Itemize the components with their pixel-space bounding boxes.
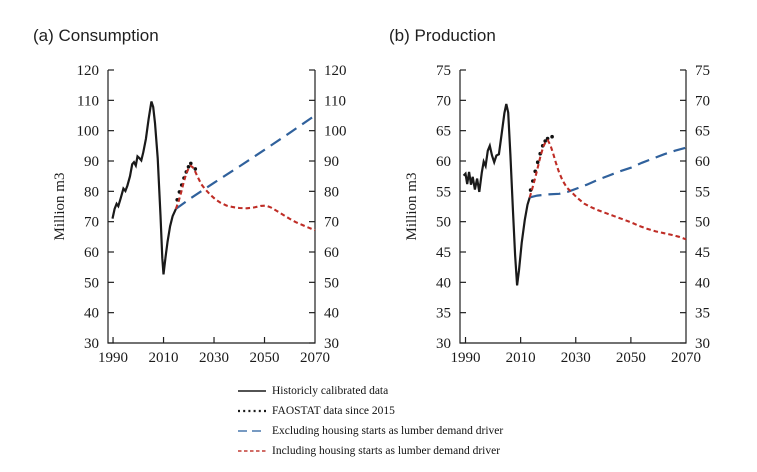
legend-item-faostat: FAOSTAT data since 2015 — [236, 401, 503, 421]
legend-label-faostat: FAOSTAT data since 2015 — [272, 405, 395, 417]
series-faostat-dot — [193, 167, 198, 171]
y-tick-label: 30 — [324, 336, 339, 352]
y-tick-label: 110 — [324, 93, 346, 109]
short-dash-swatch-icon — [238, 450, 266, 452]
x-tick-label: 2050 — [616, 350, 646, 366]
series-historical-line — [111, 101, 177, 275]
y-tick-label: 110 — [77, 93, 99, 109]
y-tick-label: 30 — [436, 336, 451, 352]
chart-b-title: (b) Production — [389, 26, 496, 45]
y-tick-label: 70 — [84, 215, 99, 231]
y-tick-label: 80 — [84, 184, 99, 200]
y-tick-label: 55 — [695, 184, 710, 200]
y-tick-label: 35 — [695, 306, 710, 322]
y-tick-label: 60 — [436, 154, 451, 170]
y-axis-title: Million m3 — [404, 173, 420, 241]
y-tick-label: 90 — [324, 154, 339, 170]
x-tick-label: 2030 — [199, 350, 229, 366]
y-axis-title: Million m3 — [52, 173, 68, 241]
y-tick-label: 90 — [84, 154, 99, 170]
series-including-line — [528, 138, 687, 241]
y-tick-label: 50 — [324, 275, 339, 291]
y-tick-label: 35 — [436, 306, 451, 322]
series-historical-line — [462, 103, 531, 286]
y-tick-label: 120 — [77, 63, 100, 79]
x-tick-label: 2010 — [506, 350, 536, 366]
series-faostat-dot — [186, 165, 191, 169]
y-tick-label: 30 — [84, 336, 99, 352]
series-excluding-line — [175, 114, 316, 210]
y-tick-label: 55 — [436, 184, 451, 200]
y-tick-label: 40 — [695, 275, 710, 291]
dotted-line-swatch-icon — [238, 409, 266, 413]
series-faostat-dot — [550, 134, 554, 139]
legend-item-historical: Historicly calibrated data — [236, 381, 503, 401]
x-tick-label: 2050 — [250, 350, 280, 366]
legend-label-including: Including housing starts as lumber deman… — [272, 445, 501, 457]
x-tick-label: 2070 — [671, 350, 701, 366]
axis-frame — [107, 70, 316, 344]
legend-label-excluding: Excluding housing starts as lumber deman… — [272, 425, 504, 437]
y-tick-label: 100 — [77, 124, 100, 140]
x-tick-label: 1990 — [98, 350, 128, 366]
y-tick-label: 30 — [695, 336, 710, 352]
series-faostat-dot — [543, 139, 547, 143]
long-dash-swatch-icon — [238, 430, 266, 432]
series-faostat-dot — [535, 160, 540, 164]
y-tick-label: 65 — [695, 124, 710, 140]
y-tick-label: 45 — [695, 245, 710, 261]
legend-item-excluding: Excluding housing starts as lumber deman… — [236, 421, 503, 441]
legend-label-historical: Historicly calibrated data — [272, 385, 389, 397]
y-tick-label: 60 — [324, 245, 339, 261]
y-tick-label: 45 — [436, 245, 451, 261]
series-including-line — [174, 164, 316, 232]
chart-a-title: (a) Consumption — [33, 26, 159, 45]
y-tick-label: 60 — [695, 154, 710, 170]
series-faostat-dot — [189, 161, 193, 166]
series-excluding-line — [529, 146, 687, 199]
y-tick-label: 40 — [84, 306, 99, 322]
solid-line-swatch-icon — [238, 390, 266, 392]
y-tick-label: 80 — [324, 184, 339, 200]
y-tick-label: 60 — [84, 245, 99, 261]
axis-frame — [459, 70, 687, 344]
y-tick-label: 50 — [695, 215, 710, 231]
y-tick-label: 50 — [436, 215, 451, 231]
y-tick-label: 70 — [436, 93, 451, 109]
x-tick-label: 2010 — [149, 350, 179, 366]
y-tick-label: 70 — [324, 215, 339, 231]
y-tick-label: 50 — [84, 275, 99, 291]
y-tick-label: 75 — [436, 63, 451, 79]
y-tick-label: 40 — [324, 306, 339, 322]
y-tick-label: 75 — [695, 63, 710, 79]
y-tick-label: 40 — [436, 275, 451, 291]
x-tick-label: 2070 — [300, 350, 330, 366]
x-tick-label: 2030 — [561, 350, 591, 366]
y-tick-label: 120 — [324, 63, 347, 79]
y-tick-label: 100 — [324, 124, 347, 140]
legend: Historicly calibrated data FAOSTAT data … — [236, 381, 503, 461]
y-tick-label: 65 — [436, 124, 451, 140]
y-tick-label: 70 — [695, 93, 710, 109]
legend-item-including: Including housing starts as lumber deman… — [236, 441, 503, 461]
x-tick-label: 1990 — [451, 350, 481, 366]
